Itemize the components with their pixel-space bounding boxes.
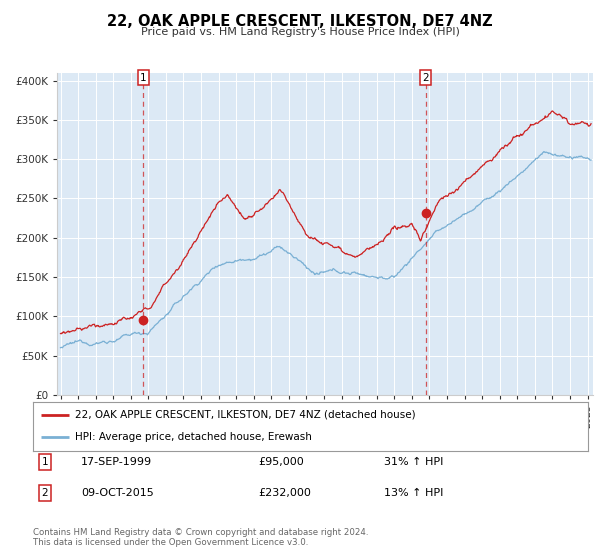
Text: 31% ↑ HPI: 31% ↑ HPI [384, 457, 443, 467]
Text: Contains HM Land Registry data © Crown copyright and database right 2024.
This d: Contains HM Land Registry data © Crown c… [33, 528, 368, 547]
Text: £232,000: £232,000 [258, 488, 311, 498]
Text: 22, OAK APPLE CRESCENT, ILKESTON, DE7 4NZ: 22, OAK APPLE CRESCENT, ILKESTON, DE7 4N… [107, 14, 493, 29]
Text: 17-SEP-1999: 17-SEP-1999 [81, 457, 152, 467]
Text: 09-OCT-2015: 09-OCT-2015 [81, 488, 154, 498]
Text: 1: 1 [140, 73, 147, 83]
Text: Price paid vs. HM Land Registry's House Price Index (HPI): Price paid vs. HM Land Registry's House … [140, 27, 460, 37]
Text: 2: 2 [422, 73, 429, 83]
Text: £95,000: £95,000 [258, 457, 304, 467]
Text: 22, OAK APPLE CRESCENT, ILKESTON, DE7 4NZ (detached house): 22, OAK APPLE CRESCENT, ILKESTON, DE7 4N… [74, 410, 415, 420]
Text: 2: 2 [41, 488, 49, 498]
Text: 1: 1 [41, 457, 49, 467]
Text: 13% ↑ HPI: 13% ↑ HPI [384, 488, 443, 498]
Text: HPI: Average price, detached house, Erewash: HPI: Average price, detached house, Erew… [74, 432, 311, 442]
